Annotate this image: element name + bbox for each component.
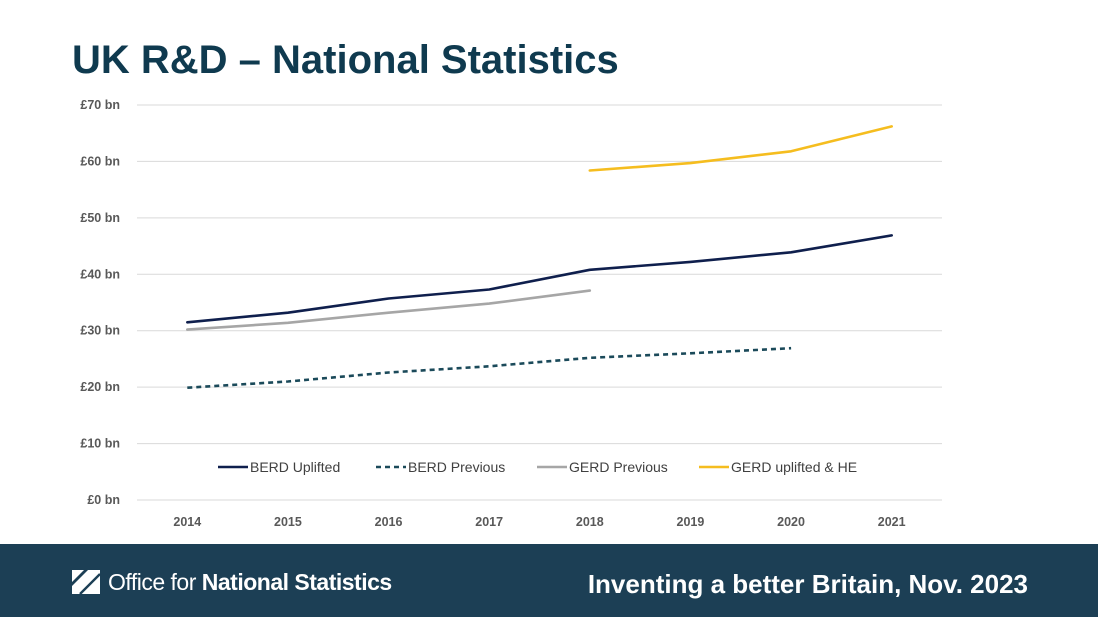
legend-label: BERD Uplifted bbox=[250, 459, 340, 475]
y-tick-label: £20 bn bbox=[80, 380, 120, 394]
y-tick-label: £70 bn bbox=[80, 98, 120, 112]
x-tick-label: 2017 bbox=[475, 515, 503, 529]
legend-label: BERD Previous bbox=[408, 459, 505, 475]
series-gerd-previous bbox=[186, 289, 592, 331]
legend-item: BERD Previous bbox=[376, 459, 505, 475]
chart-legend: BERD Uplifted BERD Previous GERD Previous G… bbox=[218, 459, 857, 475]
x-tick-label: 2014 bbox=[173, 515, 201, 529]
y-axis-tick-labels: £0 bn £10 bn £20 bn £30 bn £40 bn £50 bn £60 b… bbox=[80, 98, 120, 507]
legend-item: GERD uplifted & HE bbox=[699, 459, 857, 475]
series-line bbox=[588, 125, 893, 172]
y-tick-label: £30 bn bbox=[80, 324, 120, 338]
legend-label: GERD Previous bbox=[569, 459, 668, 475]
y-tick-label: £10 bn bbox=[80, 437, 120, 451]
series-berd-uplifted bbox=[186, 234, 893, 324]
x-tick-label: 2018 bbox=[576, 515, 604, 529]
series-line bbox=[187, 346, 792, 389]
y-tick-label: £50 bn bbox=[80, 211, 120, 225]
x-tick-label: 2015 bbox=[274, 515, 302, 529]
chart-gridlines bbox=[137, 104, 942, 501]
x-tick-label: 2019 bbox=[677, 515, 705, 529]
legend-label: GERD uplifted & HE bbox=[731, 459, 857, 475]
y-tick-label: £40 bn bbox=[80, 267, 120, 281]
x-tick-label: 2020 bbox=[777, 515, 805, 529]
slide-title: UK R&D – National Statistics bbox=[72, 38, 619, 82]
ons-logo-text: Office for National Statistics bbox=[108, 569, 392, 596]
x-axis-tick-labels: 2014 2015 2016 2017 2018 2019 2020 2021 bbox=[173, 515, 905, 529]
series-berd-previous bbox=[187, 346, 792, 389]
legend-item: BERD Uplifted bbox=[218, 459, 340, 475]
legend-item: GERD Previous bbox=[537, 459, 668, 475]
ons-logo: Office for National Statistics bbox=[70, 568, 392, 596]
line-chart: £0 bn £10 bn £20 bn £30 bn £40 bn £50 bn £60 b… bbox=[80, 98, 942, 529]
footer-tagline: Inventing a better Britain, Nov. 2023 bbox=[587, 569, 1028, 599]
x-tick-label: 2016 bbox=[375, 515, 403, 529]
y-tick-label: £60 bn bbox=[80, 154, 120, 168]
series-gerd-uplifted-he bbox=[588, 125, 893, 172]
ons-logo-text-bold: National Statistics bbox=[201, 568, 392, 595]
y-tick-label: £0 bn bbox=[87, 493, 120, 507]
chart-series bbox=[186, 125, 893, 389]
series-line bbox=[186, 234, 893, 324]
series-line bbox=[186, 289, 592, 331]
footer-bar: Office for National Statistics Inventing… bbox=[0, 544, 1098, 617]
ons-logo-text-light: Office for bbox=[108, 568, 202, 595]
x-tick-label: 2021 bbox=[878, 515, 906, 529]
ons-logo-mark-icon bbox=[72, 570, 101, 595]
